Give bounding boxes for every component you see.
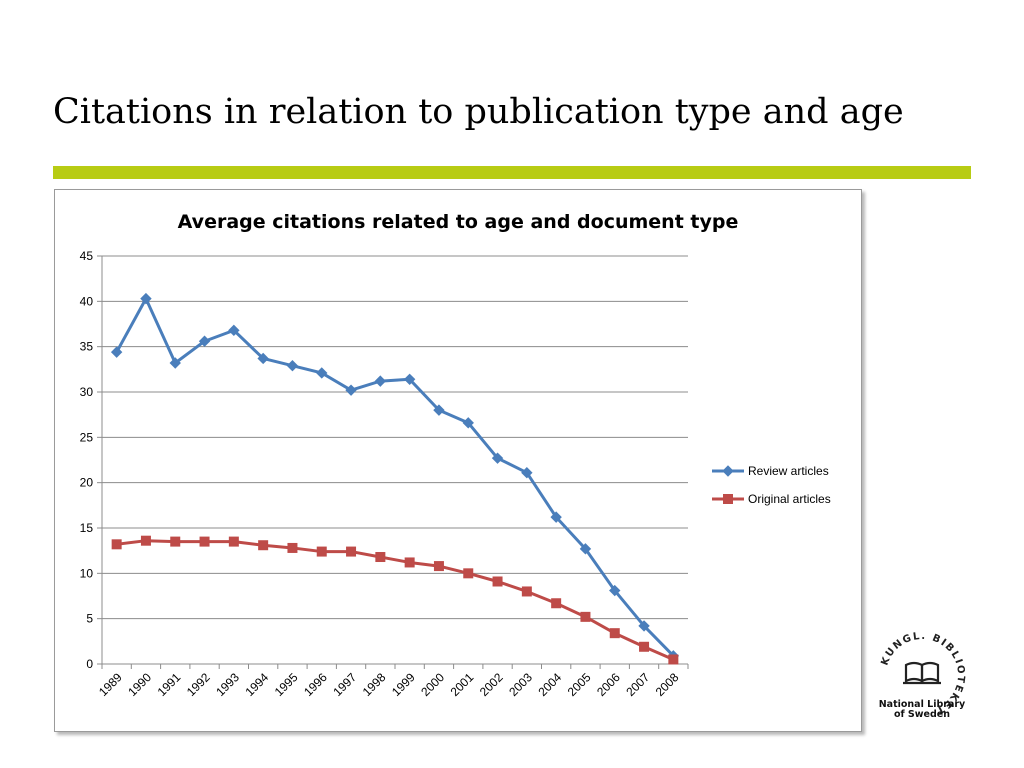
- data-point-review-articles: [638, 620, 650, 632]
- chart-container: Average citations related to age and doc…: [54, 189, 862, 732]
- legend-marker: [723, 494, 733, 504]
- logo-caption: National Library of Sweden: [864, 700, 980, 720]
- y-tick-label: 15: [80, 521, 94, 535]
- x-tick-label: 1989: [96, 670, 125, 699]
- data-point-original-articles: [551, 598, 562, 609]
- x-tick-label: 1996: [301, 670, 330, 699]
- x-tick-label: 2002: [477, 670, 506, 699]
- data-point-original-articles: [287, 542, 298, 553]
- x-tick-label: 1994: [242, 670, 271, 699]
- data-point-review-articles: [345, 384, 357, 396]
- data-point-review-articles: [286, 359, 299, 372]
- y-tick-label: 40: [80, 294, 94, 308]
- x-tick-label: 1993: [213, 670, 242, 699]
- x-tick-label: 1995: [272, 670, 301, 699]
- data-point-review-articles: [140, 292, 152, 305]
- x-tick-label: 1999: [389, 670, 418, 699]
- data-point-original-articles: [228, 536, 239, 547]
- data-point-review-articles: [169, 357, 181, 369]
- x-tick-label: 2004: [535, 670, 564, 699]
- data-point-review-articles: [579, 543, 592, 555]
- series-line-review-articles: [115, 297, 675, 657]
- series-review-articles: [110, 292, 680, 662]
- data-point-original-articles: [111, 539, 122, 550]
- data-point-original-articles: [346, 546, 357, 557]
- y-tick-label: 30: [80, 385, 94, 399]
- legend: Review articles Original articles: [712, 464, 831, 506]
- data-point-review-articles: [462, 417, 474, 429]
- data-point-original-articles: [375, 552, 386, 563]
- accent-bar: [53, 166, 971, 179]
- data-point-review-articles: [198, 335, 211, 347]
- data-point-original-articles: [170, 536, 181, 547]
- y-tick-label: 35: [80, 340, 94, 354]
- y-tick-label: 5: [86, 612, 93, 626]
- data-point-original-articles: [668, 654, 679, 665]
- data-point-review-articles: [257, 352, 269, 365]
- data-point-review-articles: [110, 346, 123, 358]
- data-point-review-articles: [228, 324, 240, 337]
- book-icon: [903, 661, 941, 685]
- legend-item-original-articles: Original articles: [712, 492, 831, 506]
- x-tick-label: 2000: [418, 670, 447, 699]
- x-tick-label: 1998: [360, 670, 389, 699]
- data-point-review-articles: [403, 373, 416, 386]
- kungl-biblioteket-logo: KUNGL. BIBLIOTEKET: [879, 631, 964, 716]
- data-point-original-articles: [492, 576, 503, 587]
- data-point-original-articles: [639, 641, 650, 652]
- data-point-original-articles: [199, 536, 210, 547]
- x-tick-label: 2006: [594, 670, 623, 699]
- x-tick-label: 2007: [623, 670, 652, 699]
- slide-title: Citations in relation to publication typ…: [53, 92, 904, 132]
- legend-marker: [722, 465, 734, 477]
- y-tick-label: 20: [80, 476, 94, 490]
- data-point-original-articles: [316, 546, 327, 557]
- data-point-review-articles: [491, 452, 504, 464]
- data-point-review-articles: [609, 584, 621, 597]
- x-tick-label: 1991: [155, 670, 184, 699]
- data-point-review-articles: [550, 511, 562, 523]
- data-point-original-articles: [258, 540, 269, 551]
- data-point-original-articles: [521, 586, 532, 597]
- series-original-articles: [111, 535, 679, 665]
- y-tick-label: 45: [80, 249, 94, 263]
- y-tick-label: 10: [80, 566, 94, 580]
- data-point-original-articles: [433, 561, 444, 572]
- line-chart: Average citations related to age and doc…: [80, 211, 831, 699]
- data-point-original-articles: [609, 628, 620, 639]
- x-tick-label: 2005: [565, 670, 594, 699]
- logo-name-line1: National Library: [878, 699, 966, 710]
- x-tick-label: 1992: [184, 670, 213, 699]
- data-point-review-articles: [521, 466, 533, 479]
- data-point-original-articles: [580, 611, 591, 622]
- data-point-review-articles: [316, 367, 328, 379]
- x-tick-label: 2003: [506, 670, 535, 699]
- data-point-original-articles: [404, 557, 415, 568]
- x-tick-label: 1990: [125, 670, 154, 699]
- data-point-original-articles: [140, 535, 151, 546]
- y-tick-label: 0: [86, 657, 93, 671]
- data-point-review-articles: [374, 375, 387, 387]
- chart-title: Average citations related to age and doc…: [178, 211, 739, 233]
- x-tick-label: 1997: [330, 670, 359, 699]
- logo-name-line2: of Sweden: [893, 709, 951, 720]
- x-tick-label: 2008: [653, 670, 682, 699]
- legend-label: Original articles: [748, 492, 831, 506]
- x-tick-label: 2001: [448, 670, 477, 699]
- gridlines: [102, 255, 688, 620]
- data-series: [110, 292, 680, 665]
- y-tick-label: 25: [80, 430, 94, 444]
- legend-item-review-articles: Review articles: [712, 464, 829, 478]
- series-line-original-articles: [116, 539, 674, 661]
- data-point-original-articles: [463, 568, 474, 579]
- legend-label: Review articles: [748, 464, 829, 478]
- data-point-review-articles: [433, 404, 445, 416]
